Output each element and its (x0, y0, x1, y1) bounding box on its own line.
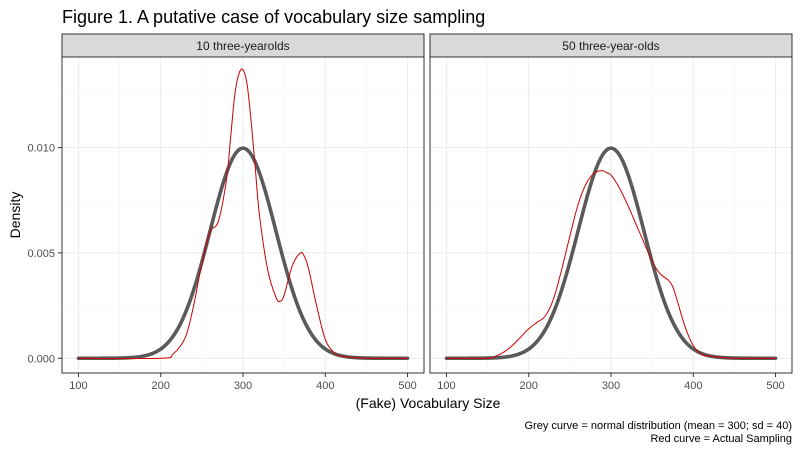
sampling-curve-1 (78, 68, 408, 360)
x-tick-label: 400 (316, 380, 334, 392)
curves-1 (76, 68, 410, 361)
x-axis-ticks-1: 100 200 300 400 500 (69, 373, 417, 392)
y-tick-label: 0.010 (27, 143, 55, 155)
x-tick-label: 500 (398, 380, 416, 392)
x-tick-label: 400 (684, 380, 702, 392)
x-tick-label: 100 (437, 380, 455, 392)
facet-label-1: 10 three-yearolds (196, 39, 289, 53)
caption-line-2: Red curve = Actual Sampling (650, 433, 792, 445)
x-tick-label: 300 (234, 380, 252, 392)
curves-2 (444, 146, 778, 361)
y-tick-label: 0.000 (27, 353, 55, 365)
x-axis-ticks-2: 100 200 300 400 500 (437, 373, 785, 392)
x-tick-label: 100 (69, 380, 87, 392)
chart-title: Figure 1. A putative case of vocabulary … (62, 7, 485, 27)
y-axis-title: Density (7, 192, 23, 239)
caption-line-1: Grey curve = normal distribution (mean =… (525, 420, 793, 432)
facet-panel-2: 50 three-year-olds 100 200 300 400 500 (429, 33, 793, 392)
y-axis-ticks: 0.000 0.005 0.010 (27, 143, 62, 365)
facet-panel-1: 10 three-yearolds 100 200 300 400 500 (61, 33, 425, 392)
x-tick-label: 300 (602, 380, 620, 392)
y-tick-label: 0.005 (27, 248, 55, 260)
sampling-curve-2 (446, 170, 776, 359)
x-tick-label: 500 (766, 380, 784, 392)
x-tick-label: 200 (520, 380, 538, 392)
x-tick-label: 200 (152, 380, 170, 392)
facet-label-2: 50 three-year-olds (562, 39, 659, 53)
x-axis-title: (Fake) Vocabulary Size (356, 395, 501, 411)
